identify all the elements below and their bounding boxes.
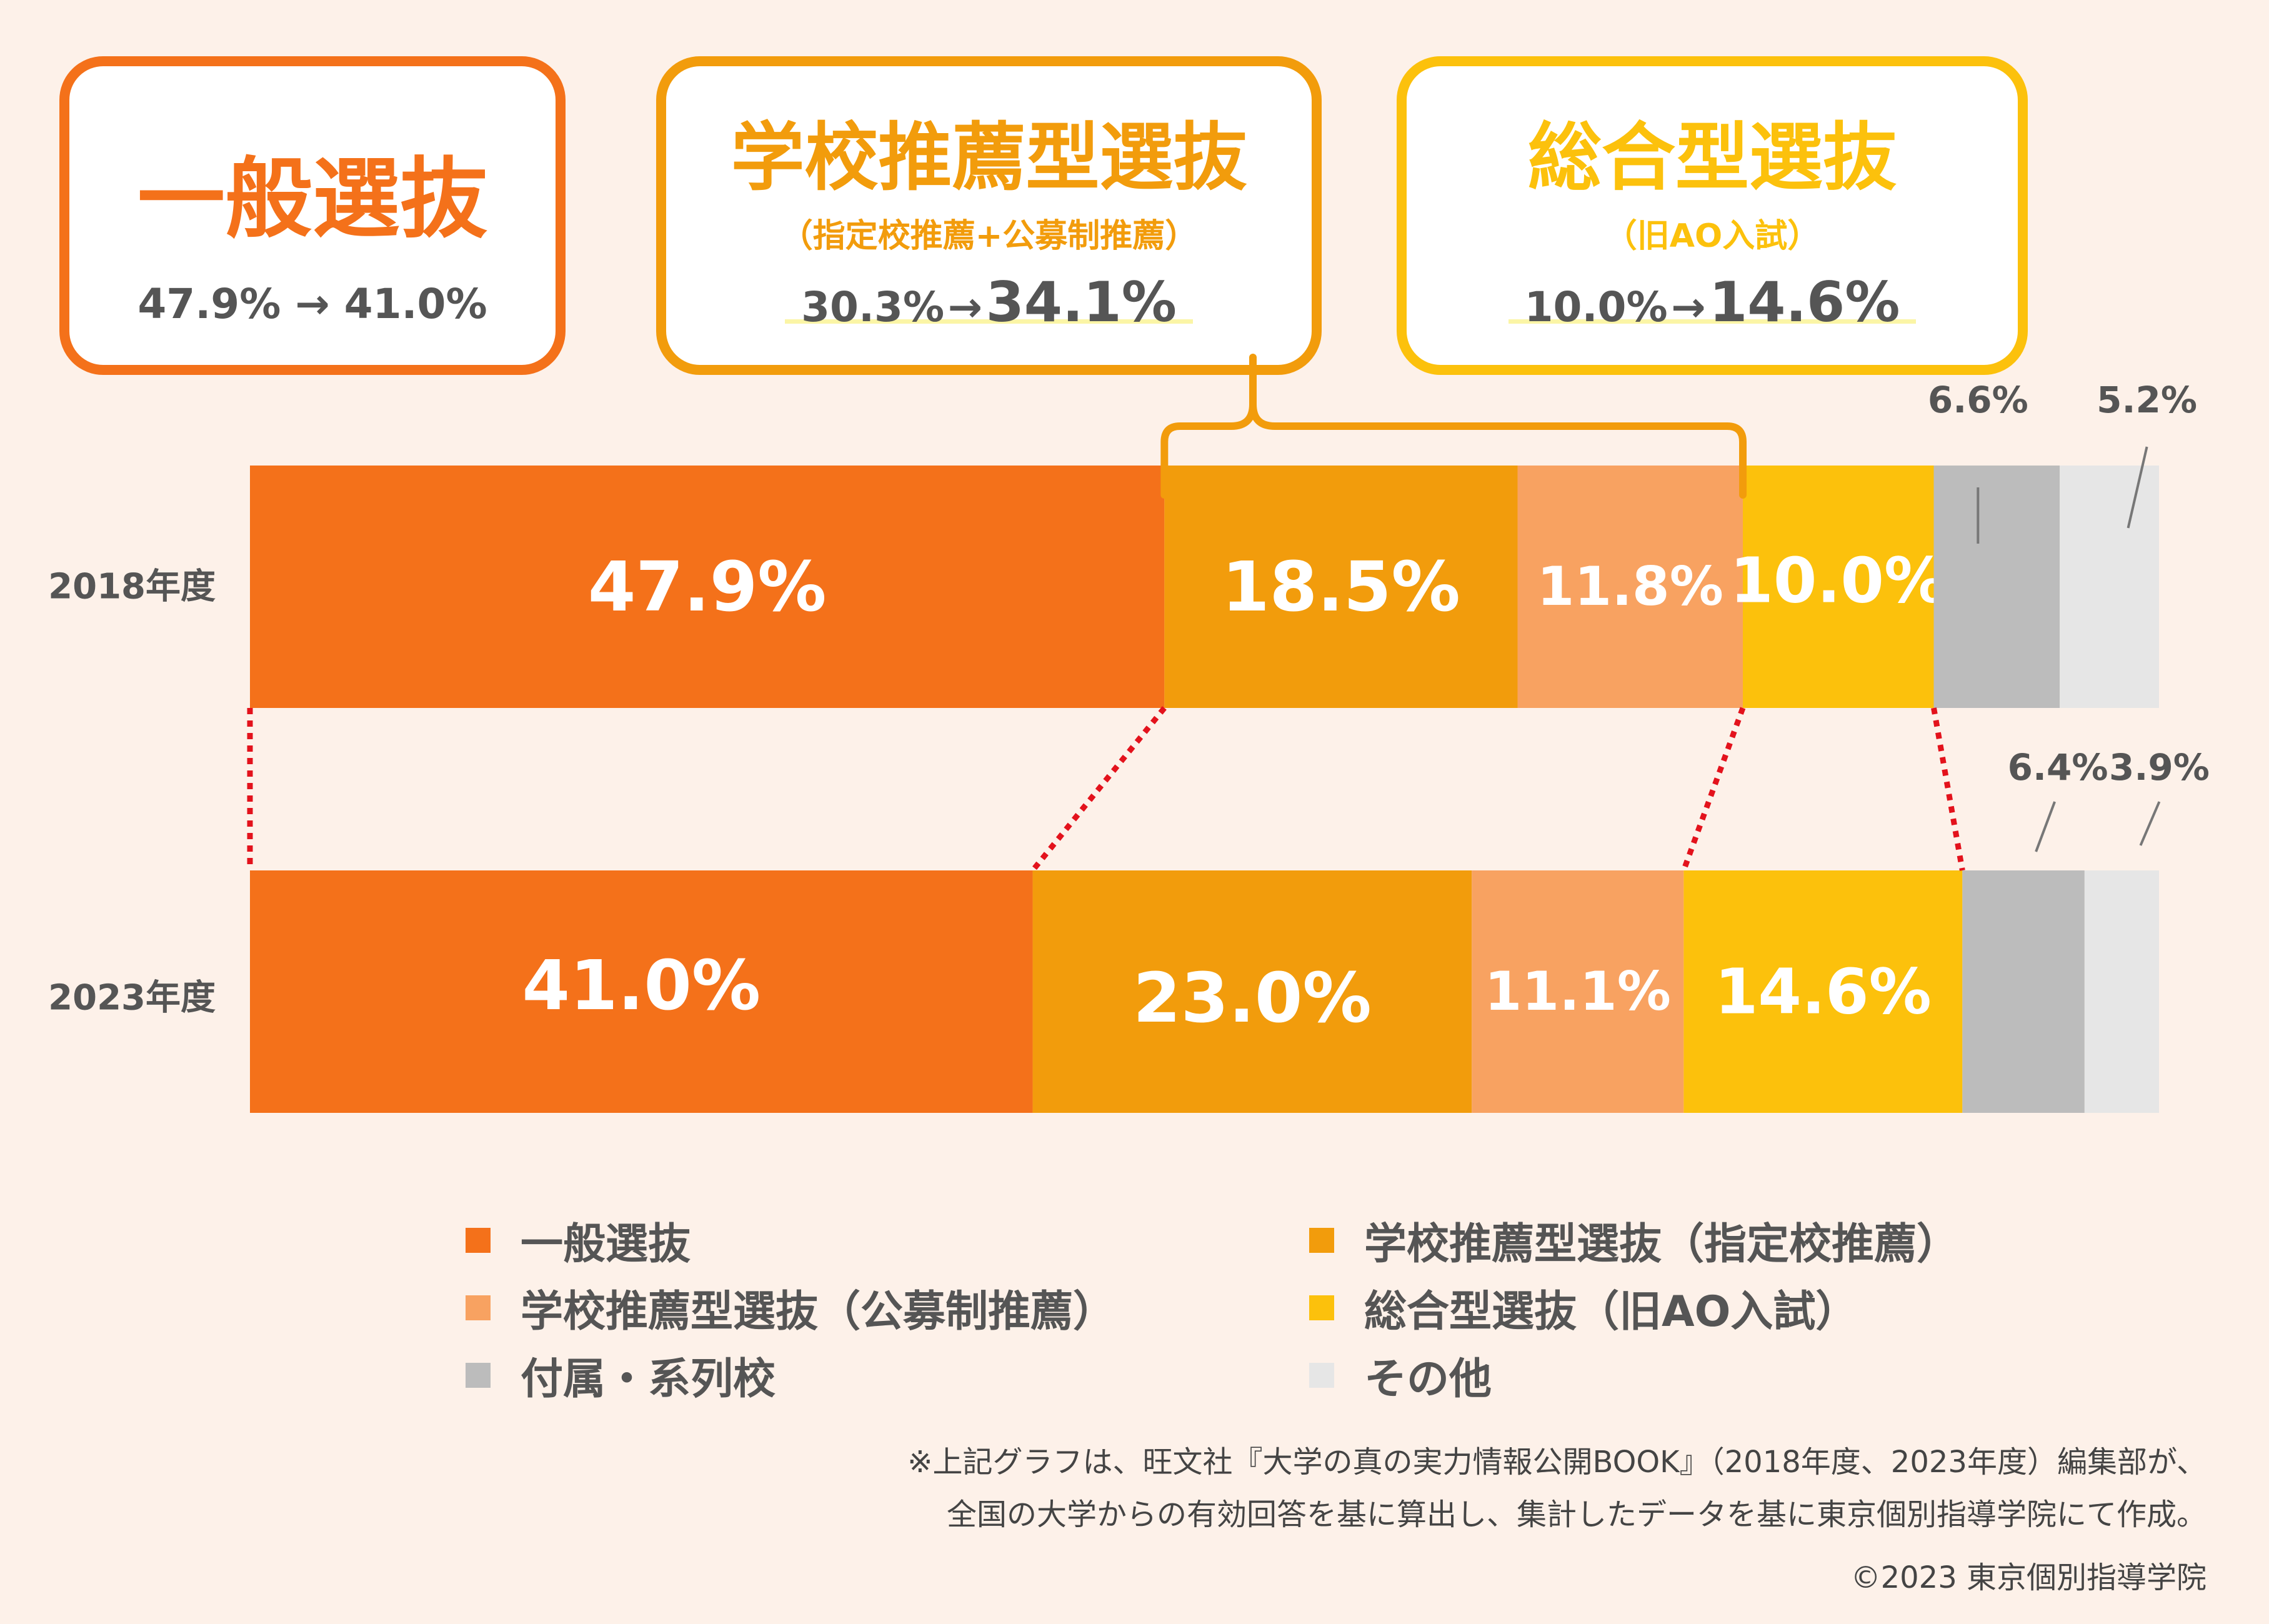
- legend-item-general: 一般選抜: [466, 1209, 691, 1271]
- legend-label: 学校推薦型選抜（指定校推薦）: [1364, 1220, 1960, 1269]
- data-label-outside: 3.9%: [2109, 746, 2210, 789]
- card-school-title: 学校推薦型選抜: [731, 114, 1247, 201]
- legend-swatch: [1309, 1295, 1334, 1320]
- legend-swatch: [1309, 1362, 1334, 1388]
- data-label: 41.0%: [522, 945, 760, 1025]
- legend-label: 総合型選抜（旧AO入試）: [1364, 1287, 1858, 1337]
- bar-segment: [1683, 870, 1963, 1113]
- bar-segment: [2084, 870, 2159, 1113]
- bar-segment: [1472, 870, 1684, 1113]
- data-label-outside: 5.2%: [2097, 379, 2197, 421]
- data-label: 18.5%: [1222, 547, 1460, 627]
- legend-swatch: [466, 1362, 491, 1388]
- leader-line: [2127, 446, 2148, 529]
- leader-line: [2139, 801, 2161, 846]
- card-comprehensive-highlight: 10.0% → 14.6%: [1508, 270, 1917, 334]
- legend-label: 学校推薦型選抜（公募制推薦）: [521, 1287, 1116, 1337]
- data-label: 10.0%: [1730, 544, 1947, 617]
- stacked-bar-chart: 47.9% 18.5% 11.8% 10.0% 6.6% 5.2% 2018年度 41.0% 2…: [48, 354, 2210, 1113]
- arrow-icon: →: [295, 280, 330, 328]
- legend-label: その他: [1364, 1355, 1492, 1404]
- card-general-from: 47.9%: [137, 280, 281, 328]
- category-label: 2023年度: [48, 978, 216, 1019]
- data-label-outside: 6.4%: [2008, 746, 2108, 789]
- bar-segment: [250, 466, 1165, 708]
- data-label: 11.1%: [1485, 960, 1671, 1023]
- connector-dotted-line: [1931, 707, 1965, 871]
- legend-swatch: [466, 1227, 491, 1253]
- legend-item-affiliated: 付属・系列校: [466, 1344, 775, 1406]
- legend-item-comprehensive: 総合型選抜（旧AO入試）: [1309, 1277, 1858, 1338]
- bar-segment: [1743, 466, 1934, 708]
- legend-item-public: 学校推薦型選抜（公募制推薦）: [466, 1277, 1115, 1338]
- bar-segment: [1933, 466, 2060, 708]
- data-label: 23.0%: [1133, 958, 1372, 1038]
- card-general-change: 47.9% → 41.0%: [69, 280, 556, 328]
- connector-dotted-line: [1681, 707, 1746, 872]
- card-comprehensive: 総合型選抜 （旧AO入試） 10.0% → 14.6%: [1397, 56, 2028, 375]
- bar-segment: [250, 870, 1033, 1113]
- card-comprehensive-to: 14.6%: [1709, 270, 1900, 334]
- connector-dotted-line: [1030, 706, 1167, 872]
- card-school-change: 30.3% → 34.1%: [666, 270, 1312, 334]
- bar-segment: [1164, 466, 1518, 708]
- card-general: 一般選抜 47.9% → 41.0%: [59, 56, 566, 375]
- card-school-highlight: 30.3% → 34.1%: [785, 270, 1193, 334]
- arrow-icon: →: [947, 283, 982, 331]
- data-label: 47.9%: [588, 547, 827, 627]
- category-label: 2018年度: [48, 567, 216, 607]
- card-school-from: 30.3%: [801, 283, 945, 331]
- data-label-outside: 6.6%: [1928, 379, 2028, 421]
- data-label: 14.6%: [1715, 955, 1932, 1029]
- source-note-line1: ※上記グラフは、旺文社『大学の真の実力情報公開BOOK』（2018年度、2023…: [907, 1445, 2207, 1480]
- bar-segment: [1032, 870, 1472, 1113]
- bar-segment: [1517, 466, 1743, 708]
- card-comprehensive-change: 10.0% → 14.6%: [1407, 270, 2018, 334]
- copyright: ©2023 東京個別指導学院: [1850, 1560, 2207, 1595]
- legend-swatch: [1309, 1227, 1334, 1253]
- legend-swatch: [466, 1295, 491, 1320]
- card-school-subtitle: （指定校推薦+公募制推薦）: [780, 217, 1198, 255]
- legend-item-other: その他: [1309, 1344, 1492, 1406]
- card-school-recommendation: 学校推薦型選抜 （指定校推薦+公募制推薦） 30.3% → 34.1%: [656, 56, 1322, 375]
- card-general-to: 41.0%: [344, 280, 487, 328]
- bar-segment: [2060, 466, 2159, 708]
- card-comprehensive-subtitle: （旧AO入試）: [1604, 217, 1820, 255]
- leader-line: [2035, 801, 2056, 852]
- card-general-title: 一般選抜: [137, 149, 487, 251]
- card-comprehensive-title: 総合型選抜: [1527, 114, 1897, 201]
- source-note-line2: 全国の大学からの有効回答を基に算出し、集計したデータを基に東京個別指導学院にて作…: [946, 1497, 2207, 1532]
- legend-item-designated: 学校推薦型選抜（指定校推薦）: [1309, 1209, 1959, 1271]
- card-comprehensive-from: 10.0%: [1524, 283, 1668, 331]
- bar-segment: [1962, 870, 2085, 1113]
- card-school-to: 34.1%: [985, 270, 1177, 334]
- arrow-icon: →: [1671, 283, 1706, 331]
- data-label: 11.8%: [1537, 555, 1723, 618]
- legend-label: 付属・系列校: [521, 1355, 776, 1404]
- legend-label: 一般選抜: [521, 1220, 691, 1269]
- bracket-line: [1160, 354, 1747, 499]
